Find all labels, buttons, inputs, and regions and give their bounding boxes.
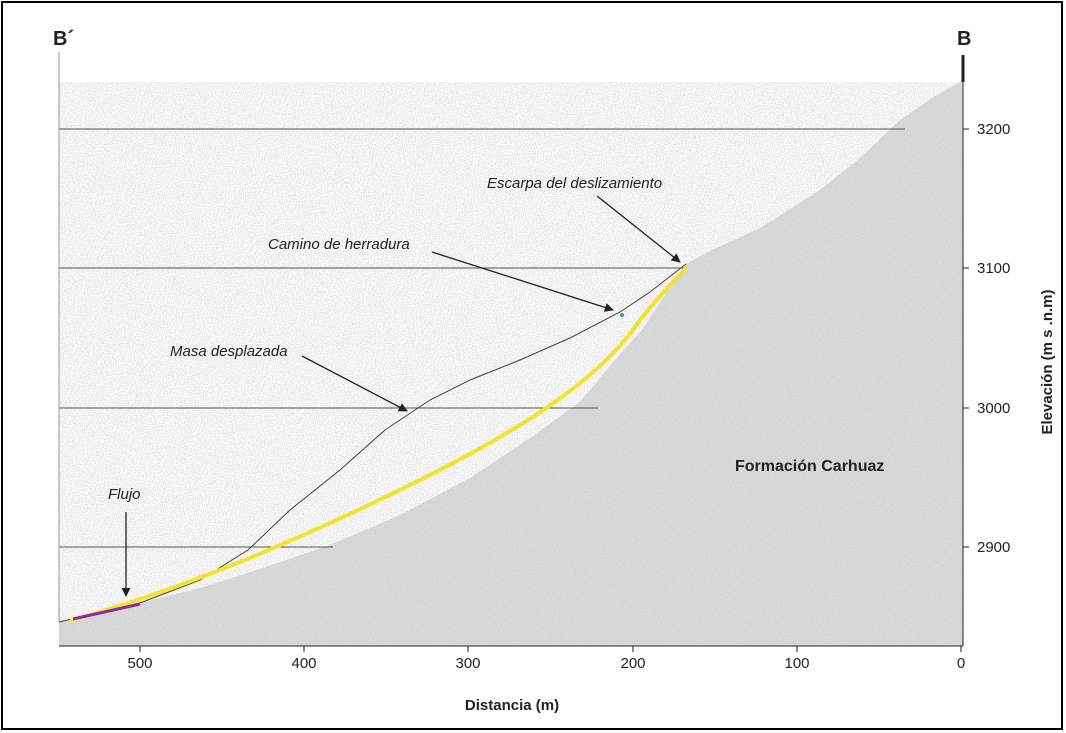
label-trail: Camino de herradura xyxy=(268,236,410,253)
elevation-gridlines xyxy=(59,128,905,548)
x-tick-label: 300 xyxy=(455,655,480,672)
y-tick-label: 2900 xyxy=(977,539,1010,556)
arrow-scarp xyxy=(596,195,681,263)
x-tick-label: 200 xyxy=(620,655,645,672)
x-tick-label: 400 xyxy=(291,655,316,672)
section-label-left: B´ xyxy=(53,28,74,50)
label-flow: Flujo xyxy=(108,486,141,503)
y-tick-label: 3100 xyxy=(977,260,1010,277)
section-label-right: B xyxy=(957,28,971,50)
x-tick-label: 0 xyxy=(957,655,965,672)
x-axis xyxy=(59,645,963,652)
y-axis xyxy=(961,55,969,646)
label-scarp: Escarpa del deslizamiento xyxy=(487,175,662,192)
rock-mass xyxy=(59,82,963,646)
slip-surface-line xyxy=(70,266,688,622)
arrow-mass xyxy=(301,355,408,412)
flow-deposit-line xyxy=(72,602,141,621)
label-mass: Masa desplazada xyxy=(170,343,288,360)
y-axis-title: Elevación (m s .n.m) xyxy=(1039,289,1056,434)
trail-marker xyxy=(620,313,624,317)
x-axis-title: Distancia (m) xyxy=(465,697,559,714)
x-tick-label: 500 xyxy=(127,655,152,672)
x-tick-label: 100 xyxy=(784,655,809,672)
arrow-trail xyxy=(431,251,614,312)
y-tick-label: 3200 xyxy=(977,121,1010,138)
label-formation: Formación Carhuaz xyxy=(735,458,884,475)
y-tick-label: 3000 xyxy=(977,400,1010,417)
